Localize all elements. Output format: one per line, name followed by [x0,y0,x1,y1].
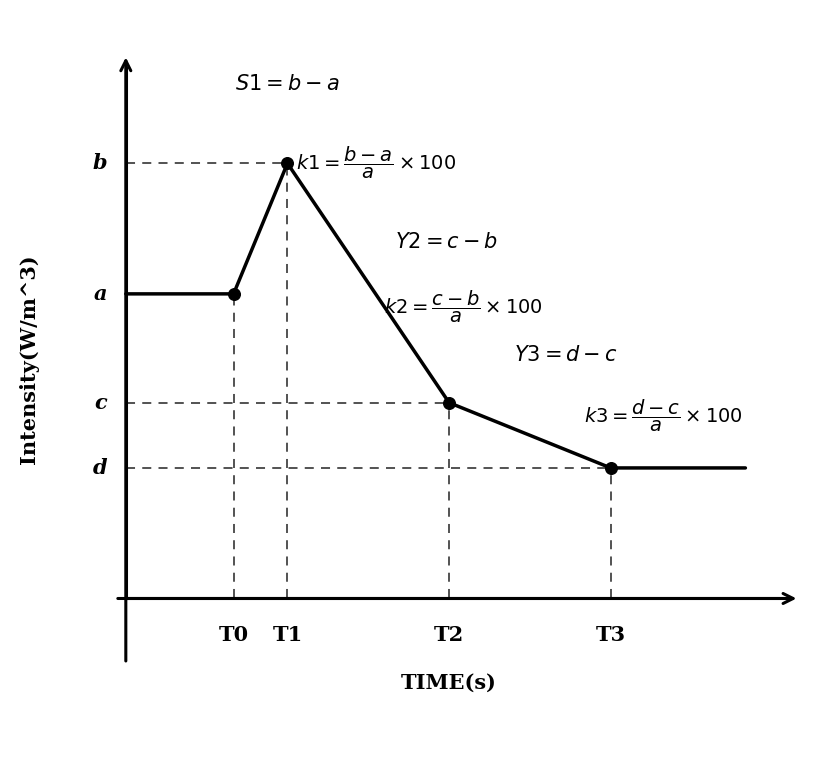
Text: T1: T1 [272,625,302,644]
Text: a: a [93,284,107,304]
Point [442,397,456,409]
Text: c: c [94,393,107,413]
Text: $k1=\dfrac{b-a}{a}\times100$: $k1=\dfrac{b-a}{a}\times100$ [296,145,456,182]
Text: T0: T0 [218,625,249,644]
Point [604,462,617,474]
Text: d: d [92,458,107,478]
Point [281,157,294,170]
Text: T3: T3 [596,625,625,644]
Text: Intensity(W/m^3): Intensity(W/m^3) [19,254,39,464]
Text: $Y2=c-b$: $Y2=c-b$ [396,231,499,252]
Text: T2: T2 [434,625,464,644]
Text: $Y3=d-c$: $Y3=d-c$ [513,345,617,365]
Text: $k2=\dfrac{c-b}{a}\times100$: $k2=\dfrac{c-b}{a}\times100$ [385,289,543,325]
Text: $S1=b-a$: $S1=b-a$ [235,74,339,93]
Text: b: b [92,153,107,173]
Point [227,287,240,300]
Text: $k3=\dfrac{d-c}{a}\times100$: $k3=\dfrac{d-c}{a}\times100$ [583,397,742,434]
Text: TIME(s): TIME(s) [401,672,497,693]
